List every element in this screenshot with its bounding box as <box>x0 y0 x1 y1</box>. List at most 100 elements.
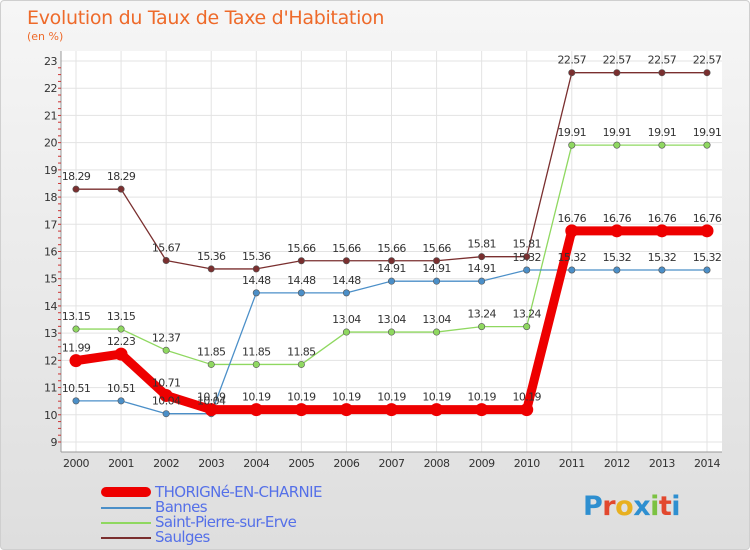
legend-swatch <box>101 522 151 524</box>
data-point <box>478 277 486 285</box>
data-point <box>204 403 218 417</box>
x-tick-label: 2004 <box>243 457 269 470</box>
data-point <box>387 328 395 336</box>
data-point <box>72 397 80 405</box>
data-point <box>658 69 666 77</box>
data-point <box>294 403 308 417</box>
data-label: 10.19 <box>242 391 271 404</box>
data-point <box>565 224 579 238</box>
data-point <box>117 185 125 193</box>
data-point <box>385 403 398 417</box>
data-label: 15.36 <box>242 250 271 263</box>
data-label: 19.91 <box>603 126 632 139</box>
logo-letter: x <box>633 491 651 522</box>
data-point <box>117 325 125 333</box>
data-label: 10.19 <box>377 391 406 404</box>
data-point <box>655 224 669 238</box>
proxiti-logo: Proxiti <box>583 491 681 522</box>
data-point <box>478 253 486 261</box>
data-point <box>342 328 350 336</box>
data-label: 22.57 <box>603 54 632 67</box>
data-point <box>114 347 128 361</box>
data-point <box>159 388 173 402</box>
data-label: 10.04 <box>197 395 226 408</box>
data-label: 15.66 <box>422 242 451 255</box>
data-label: 11.85 <box>287 345 316 358</box>
data-label: 10.04 <box>152 395 181 408</box>
data-label: 15.67 <box>152 241 181 254</box>
data-point <box>297 360 305 368</box>
data-point <box>249 403 263 417</box>
data-label: 14.48 <box>242 274 271 287</box>
data-point <box>252 289 260 297</box>
data-label: 10.51 <box>62 382 91 395</box>
data-point <box>703 69 711 77</box>
data-point <box>162 346 170 354</box>
y-tick-label: 10 <box>44 409 57 422</box>
legend-swatch <box>101 507 151 509</box>
data-label: 22.57 <box>648 54 677 67</box>
x-tick-label: 2005 <box>288 457 314 470</box>
data-label: 10.51 <box>107 382 136 395</box>
data-label: 15.32 <box>603 251 632 264</box>
data-label: 16.76 <box>558 212 587 225</box>
data-label: 13.15 <box>62 310 91 323</box>
data-label: 16.76 <box>603 212 632 225</box>
x-tick-label: 2002 <box>153 457 179 470</box>
data-point <box>162 256 170 264</box>
y-tick-label: 11 <box>44 382 57 395</box>
legend-swatch <box>101 537 151 539</box>
y-tick-label: 21 <box>44 109 57 122</box>
data-point <box>613 141 621 149</box>
y-tick-label: 15 <box>44 273 57 286</box>
x-tick-label: 2014 <box>694 457 720 470</box>
data-label: 18.29 <box>107 170 136 183</box>
data-label: 13.15 <box>107 310 136 323</box>
data-point <box>700 224 714 238</box>
data-point <box>703 141 711 149</box>
data-label: 15.66 <box>332 242 361 255</box>
data-label: 10.19 <box>512 391 541 404</box>
data-label: 11.99 <box>62 342 91 355</box>
data-point <box>568 266 576 274</box>
data-point <box>433 257 441 265</box>
data-label: 15.32 <box>558 251 587 264</box>
data-label: 19.91 <box>648 126 677 139</box>
y-tick-label: 22 <box>44 82 57 95</box>
logo-letter: t <box>658 491 672 522</box>
chart-subtitle: (en %) <box>27 30 64 43</box>
data-point <box>478 323 486 331</box>
x-tick-label: 2012 <box>604 457 630 470</box>
data-label: 22.57 <box>693 54 722 67</box>
data-point <box>433 277 441 285</box>
data-label: 13.04 <box>332 313 361 326</box>
legend-label: THORIGNé-EN-CHARNIE <box>155 483 322 501</box>
y-tick-label: 16 <box>44 246 57 259</box>
x-tick-label: 2001 <box>108 457 134 470</box>
data-point <box>252 360 260 368</box>
data-label: 15.36 <box>197 250 226 263</box>
data-label: 13.24 <box>467 308 496 321</box>
data-label: 18.29 <box>62 170 91 183</box>
x-tick-label: 2000 <box>63 457 89 470</box>
y-tick-label: 12 <box>44 354 57 367</box>
y-tick-label: 9 <box>51 436 58 449</box>
data-point <box>297 257 305 265</box>
data-point <box>342 289 350 297</box>
y-tick-label: 18 <box>44 191 57 204</box>
data-point <box>72 325 80 333</box>
data-point <box>523 253 531 261</box>
data-label: 13.24 <box>512 308 541 321</box>
data-label: 11.85 <box>197 345 226 358</box>
y-tick-label: 14 <box>44 300 57 313</box>
data-label: 15.32 <box>693 251 722 264</box>
y-tick-label: 13 <box>44 327 57 340</box>
x-tick-label: 2006 <box>333 457 359 470</box>
data-label: 11.85 <box>242 345 271 358</box>
data-label: 13.04 <box>422 313 451 326</box>
data-point <box>387 257 395 265</box>
data-label: 19.91 <box>693 126 722 139</box>
data-label: 15.32 <box>648 251 677 264</box>
data-point <box>703 266 711 274</box>
